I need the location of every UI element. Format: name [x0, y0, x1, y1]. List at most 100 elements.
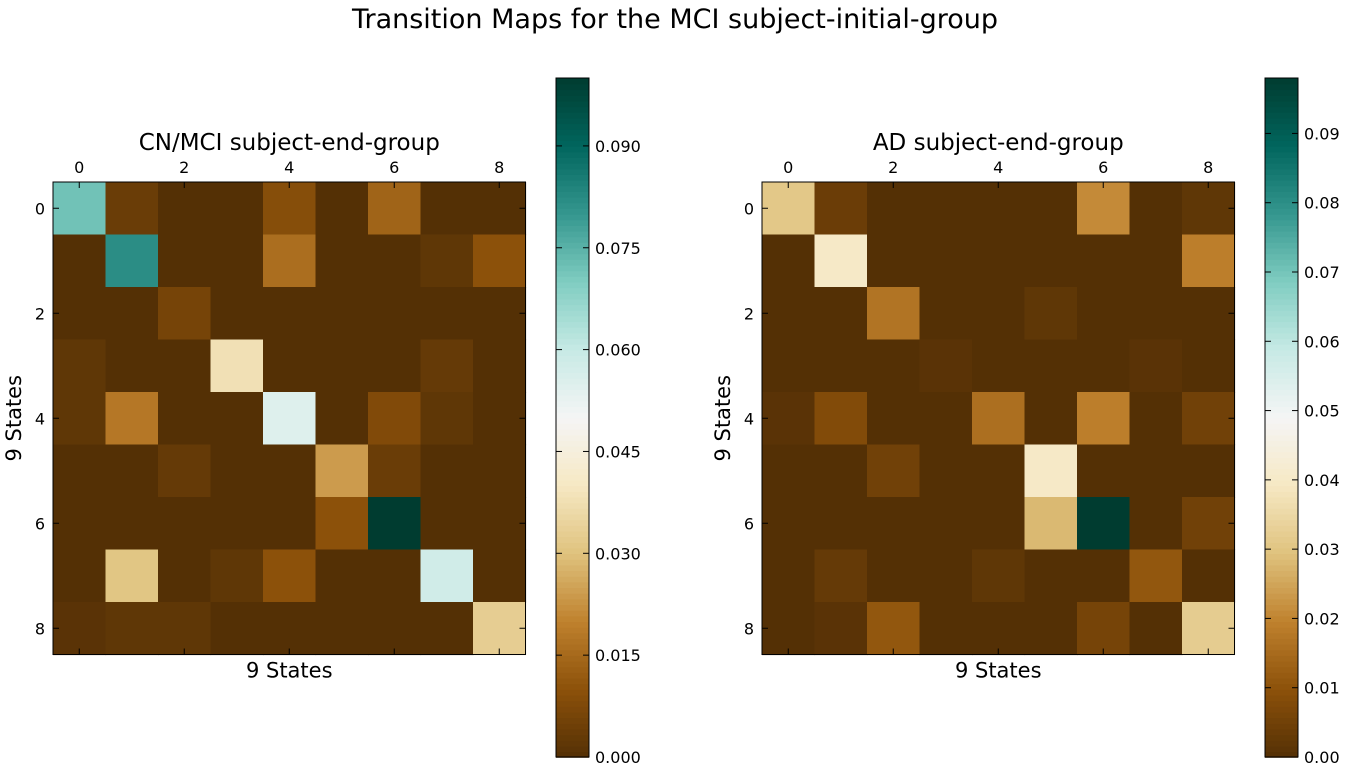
colorbar-segment: [1265, 575, 1298, 583]
heatmap-cell-r1-c6: [1077, 234, 1131, 288]
heatmap-cell-r4-c4: [263, 392, 317, 446]
heatmap-cell-r1-c1: [105, 234, 159, 288]
colorbar-segment: [556, 428, 589, 436]
colorbar-segment: [1265, 389, 1298, 396]
colorbar-tick-label: 0.000: [595, 748, 641, 767]
x-tick-label: 6: [1098, 158, 1108, 177]
heatmap-cell-r6-c0: [53, 497, 107, 551]
colorbar-segment: [556, 259, 589, 266]
colorbar-segment: [1265, 570, 1298, 577]
heatmap-cell-r4-c7: [420, 392, 474, 446]
heatmap-cell-r7-c2: [158, 549, 212, 603]
heatmap-cell-r0-c8: [473, 182, 527, 236]
heatmap-cell-r5-c2: [867, 444, 921, 498]
colorbar-segment: [1265, 253, 1298, 260]
heatmap-cell-r5-c0: [762, 444, 816, 498]
y-axis-label: 9 States: [2, 375, 26, 462]
colorbar-segment: [556, 417, 589, 424]
colorbar-segment: [556, 253, 589, 260]
colorbar-segment: [556, 751, 589, 758]
heatmap-cell-r1-c0: [762, 234, 816, 288]
colorbar-segment: [556, 134, 589, 142]
colorbar-segment: [1265, 672, 1298, 679]
colorbar-segment: [1265, 604, 1298, 611]
heatmap-cell-r0-c4: [263, 182, 317, 236]
colorbar-segment: [1265, 134, 1298, 142]
colorbar-segment: [556, 377, 589, 385]
colorbar-segment: [556, 264, 589, 272]
colorbar-segment: [1265, 638, 1298, 645]
heatmap-cell-r4-c3: [210, 392, 264, 446]
colorbar-segment: [1265, 343, 1298, 351]
heatmap-cell-r2-c8: [473, 287, 527, 341]
colorbar-segment: [556, 276, 589, 283]
colorbar-segment: [556, 609, 589, 617]
heatmap-cell-r1-c8: [1182, 234, 1236, 288]
heatmap-cell-r0-c2: [867, 182, 921, 236]
heatmap-cell-r2-c1: [814, 287, 868, 341]
colorbar-segment: [1265, 462, 1298, 470]
heatmap-cell-r3-c4: [263, 339, 317, 393]
heatmap-cell-r2-c3: [210, 287, 264, 341]
colorbar-segment: [1265, 123, 1298, 130]
heatmap-cell-r5-c3: [210, 444, 264, 498]
colorbar-segment: [1265, 683, 1298, 690]
heatmap-cell-r6-c7: [1129, 497, 1183, 551]
colorbar-segment: [556, 287, 589, 294]
heatmap-cell-r6-c2: [158, 497, 212, 551]
colorbar-tick-label: 0.05: [1304, 402, 1340, 421]
colorbar-segment: [1265, 615, 1298, 622]
colorbar-segment: [1265, 360, 1298, 368]
heatmap-cell-r7-c7: [420, 549, 474, 603]
heatmap-cell-r3-c3: [210, 339, 264, 393]
colorbar-segment: [556, 462, 589, 470]
heatmap-cell-r4-c2: [867, 392, 921, 446]
colorbar-segment: [1265, 219, 1298, 226]
heatmap-cell-r5-c5: [315, 444, 369, 498]
colorbar-segment: [1265, 525, 1298, 532]
heatmap-cell-r3-c8: [1182, 339, 1236, 393]
colorbar-segment: [556, 547, 589, 555]
heatmap-cell-r5-c7: [420, 444, 474, 498]
colorbar-frame: [1264, 77, 1299, 758]
figure-title: Transition Maps for the MCI subject-init…: [351, 4, 999, 35]
colorbar-segment: [556, 643, 589, 651]
colorbar-segment: [1265, 213, 1298, 221]
colorbar-segment: [556, 649, 589, 656]
colorbar-segment: [1265, 89, 1298, 96]
heatmap-cell-r7-c1: [105, 549, 159, 603]
colorbar-segment: [1265, 83, 1298, 91]
colorbar-tick-label: 0.09: [1304, 124, 1340, 143]
colorbar-segment: [556, 326, 589, 334]
heatmap-cell-r4-c5: [1024, 392, 1078, 446]
heatmap-cell-r1-c7: [420, 234, 474, 288]
colorbar-segment: [1265, 530, 1298, 538]
colorbar-segment: [1265, 451, 1298, 458]
colorbar-segment: [556, 689, 589, 696]
colorbar-segment: [1265, 728, 1298, 736]
x-tick-label: 4: [993, 158, 1003, 177]
colorbar-segment: [556, 672, 589, 679]
colorbar-segment: [1265, 326, 1298, 334]
heatmap-cell-r4-c3: [919, 392, 973, 446]
colorbar-segment: [1265, 609, 1298, 617]
heatmap-cell-r4-c1: [105, 392, 159, 446]
heatmap-cell-r8-c5: [1024, 602, 1078, 656]
colorbar-segment: [1265, 592, 1298, 600]
colorbar-segment: [1265, 734, 1298, 741]
colorbar-segment: [556, 100, 589, 108]
colorbar-segment: [556, 638, 589, 645]
colorbar-segment: [1265, 621, 1298, 628]
heatmap-cell-r4-c5: [315, 392, 369, 446]
colorbar-segment: [556, 151, 589, 159]
colorbar-segment: [556, 78, 589, 85]
colorbar-segment: [1265, 293, 1298, 300]
heatmap-cell-r2-c4: [263, 287, 317, 341]
colorbar-segment: [556, 281, 589, 289]
colorbar-segment: [556, 208, 589, 215]
colorbar-segment: [556, 519, 589, 526]
colorbar-segment: [1265, 581, 1298, 589]
heatmap-cell-r8-c0: [53, 602, 107, 656]
colorbar-segment: [1265, 309, 1298, 317]
heatmap-cell-r8-c5: [315, 602, 369, 656]
